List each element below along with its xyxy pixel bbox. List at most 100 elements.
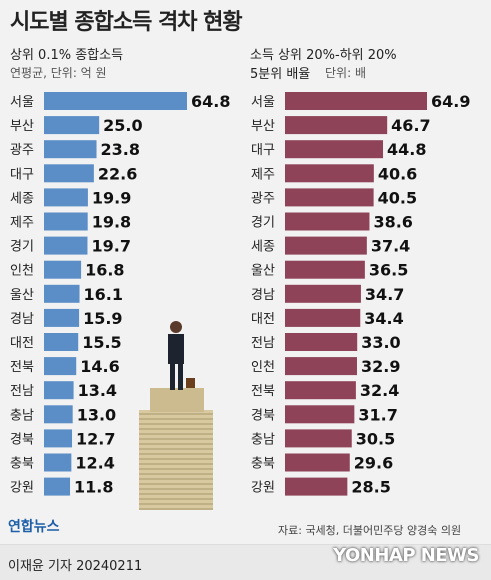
right-category-label: 서울	[251, 95, 275, 110]
left-bar	[44, 333, 79, 351]
left-bar-series: 서울 64.8 부산 25.0 광주 23.8 대구 22.6 세종 19.9 제주 19.8 경기 19…	[10, 92, 230, 497]
right-bar	[285, 164, 374, 183]
left-category-label: 인천	[10, 264, 34, 279]
right-bar-series: 서울 64.9 부산 46.7 대구 44.8 제주 40.6 광주 40.5 경기 38.6 세종 37…	[251, 92, 470, 497]
right-bar	[285, 140, 384, 159]
right-category-label: 경기	[251, 216, 275, 231]
right-category-label: 전북	[251, 384, 275, 399]
right-category-label: 광주	[251, 191, 275, 206]
bar-chart: 서울 64.8 부산 25.0 광주 23.8 대구 22.6 세종 19.9 제주 19.8 경기 19…	[10, 92, 470, 510]
right-bar	[285, 260, 365, 279]
right-category-label: 충북	[251, 457, 275, 472]
left-bar	[44, 164, 94, 183]
left-bar	[44, 212, 88, 231]
left-category-label: 충남	[10, 408, 34, 423]
left-category-label: 경기	[10, 240, 34, 255]
right-category-label: 대전	[251, 312, 275, 327]
right-value-label: 34.4	[364, 309, 403, 328]
right-value-label: 32.4	[360, 381, 399, 400]
left-category-label: 대전	[10, 336, 34, 351]
chart-title: 시도별 종합소득 격차 현황	[10, 10, 243, 35]
right-bar	[285, 212, 370, 231]
left-bar	[44, 405, 73, 424]
right-category-label: 세종	[251, 240, 275, 255]
right-value-label: 38.6	[373, 213, 412, 232]
right-bar	[285, 188, 374, 207]
left-value-label: 19.9	[92, 188, 131, 207]
right-bar	[285, 357, 357, 376]
left-bar	[44, 429, 73, 448]
left-bar	[44, 381, 74, 400]
right-value-label: 36.5	[369, 261, 408, 280]
right-value-label: 40.6	[378, 164, 417, 183]
right-bar	[285, 308, 361, 327]
right-category-label: 인천	[251, 360, 275, 375]
left-subtitle: 상위 0.1% 종합소득	[10, 48, 124, 63]
right-bar	[285, 116, 388, 135]
left-unit: 연평균, 단위: 억 원	[10, 66, 107, 80]
left-value-label: 23.8	[101, 140, 140, 159]
right-subtitle-line2: 5분위 배율	[250, 67, 311, 82]
left-bar	[44, 92, 187, 110]
left-value-label: 12.4	[75, 454, 114, 473]
left-value-label: 15.5	[82, 333, 121, 352]
right-category-label: 충남	[251, 432, 275, 447]
left-value-label: 19.7	[91, 237, 130, 256]
left-category-label: 광주	[10, 143, 34, 158]
right-value-label: 33.0	[361, 333, 400, 352]
left-value-label: 25.0	[103, 116, 142, 135]
byline: 이재윤 기자 20240211	[8, 559, 143, 574]
right-bar	[285, 429, 352, 448]
left-category-label: 부산	[10, 119, 34, 134]
right-value-label: 28.5	[351, 478, 390, 497]
right-bar	[285, 477, 348, 496]
right-value-label: 31.7	[358, 405, 397, 424]
left-category-label: 경남	[10, 312, 34, 327]
left-category-label: 서울	[10, 95, 34, 110]
left-bar	[44, 188, 88, 207]
right-value-label: 32.9	[361, 357, 400, 376]
left-value-label: 64.8	[191, 92, 230, 111]
right-value-label: 44.8	[387, 140, 426, 159]
right-bar	[285, 236, 367, 255]
right-category-label: 강원	[251, 481, 275, 496]
left-value-label: 13.0	[77, 405, 116, 424]
left-category-label: 전남	[10, 384, 34, 399]
right-category-label: 경북	[251, 408, 275, 423]
right-bar	[285, 284, 361, 303]
left-category-label: 세종	[10, 191, 34, 206]
right-unit: 단위: 배	[325, 66, 366, 80]
left-value-label: 12.7	[76, 429, 115, 448]
right-value-label: 40.5	[378, 188, 417, 207]
right-bar	[285, 381, 356, 400]
left-category-label: 제주	[10, 216, 34, 231]
right-value-label: 64.9	[431, 92, 470, 111]
right-value-label: 30.5	[356, 429, 395, 448]
left-value-label: 11.8	[74, 478, 113, 497]
left-value-label: 16.8	[85, 261, 124, 280]
yonhap-logo: 연합뉴스	[8, 519, 60, 535]
left-category-label: 충북	[10, 457, 34, 472]
left-bar	[44, 357, 77, 376]
left-bar	[44, 453, 72, 472]
left-value-label: 14.6	[80, 357, 119, 376]
right-bar	[285, 405, 355, 424]
right-value-label: 37.4	[371, 237, 410, 256]
left-value-label: 19.8	[92, 213, 131, 232]
right-category-label: 울산	[251, 264, 275, 279]
right-category-label: 경남	[251, 288, 275, 303]
left-bar	[44, 116, 100, 135]
right-category-label: 전남	[251, 336, 275, 351]
right-value-label: 46.7	[391, 116, 430, 135]
money-stack-illustration	[139, 321, 213, 510]
left-category-label: 전북	[10, 360, 34, 375]
left-bar	[44, 260, 82, 279]
left-bar	[44, 140, 97, 159]
left-category-label: 울산	[10, 288, 34, 303]
left-value-label: 15.9	[83, 309, 122, 328]
footer-bar: 이재윤 기자 20240211 YONHAP NEWS	[0, 544, 491, 580]
left-category-label: 대구	[10, 167, 34, 182]
source-note: 자료: 국세청, 더불어민주당 양경숙 의원	[278, 524, 462, 537]
right-category-label: 대구	[251, 143, 275, 158]
left-category-label: 경북	[10, 432, 34, 447]
